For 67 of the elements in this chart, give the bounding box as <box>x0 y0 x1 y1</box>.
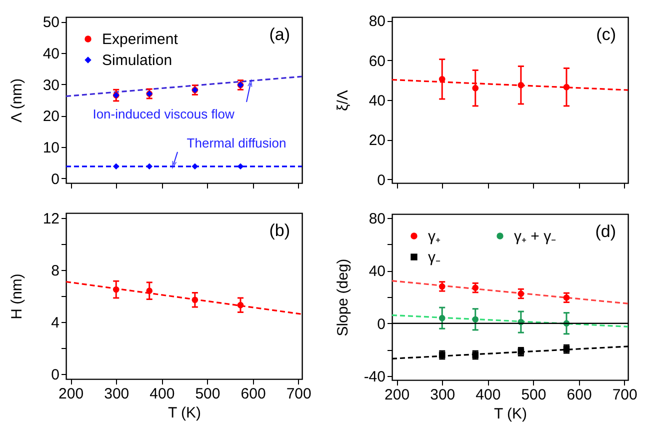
y-tick-label: 40 <box>368 263 386 280</box>
point <box>518 290 524 297</box>
y-tick-label: 20 <box>42 108 60 126</box>
y-tick-label: 0 <box>51 366 60 384</box>
y-tick-label: 4 <box>51 314 60 332</box>
point <box>472 84 479 92</box>
point <box>518 82 524 88</box>
y-tick-label: 12 <box>42 210 60 228</box>
point <box>237 163 244 170</box>
x-axis-title: T (K) <box>494 406 528 422</box>
y-tick-label: 0 <box>377 316 386 333</box>
annotation: Ion-induced viscous flow <box>92 106 235 122</box>
annotation: (b) <box>269 221 290 240</box>
y-tick-label: 8 <box>51 262 60 280</box>
point <box>518 348 524 355</box>
point <box>563 84 570 90</box>
x-tick-label: 200 <box>58 386 84 402</box>
point <box>112 286 120 293</box>
point <box>563 294 570 301</box>
point <box>438 314 446 322</box>
point <box>438 283 446 290</box>
point <box>237 302 244 308</box>
x-tick-label: 300 <box>104 386 130 402</box>
x-tick-label: 200 <box>384 386 410 404</box>
y-axis-title: Slope (deg) <box>334 258 352 336</box>
point <box>472 316 479 323</box>
y-tick-label: 30 <box>42 76 60 94</box>
x-tick-label: 600 <box>240 386 266 402</box>
x-tick-label: 500 <box>521 386 546 404</box>
x-tick-label: 500 <box>195 386 220 402</box>
y-tick-label: 50 <box>42 14 60 32</box>
annotation: (c) <box>596 25 616 44</box>
point <box>438 76 446 82</box>
x-tick-label: 600 <box>566 386 592 404</box>
legend-label: γ₊ <box>428 228 440 245</box>
point <box>192 296 198 304</box>
annotation: (a) <box>269 25 290 44</box>
y-tick-label: 60 <box>368 52 386 70</box>
point <box>112 163 120 170</box>
legend-label: Experiment <box>102 31 179 48</box>
point <box>146 288 153 294</box>
annotation: Thermal diffusion <box>186 136 286 151</box>
y-tick-label: 0 <box>377 172 386 189</box>
point <box>146 163 153 170</box>
y-tick-label: 40 <box>42 46 60 63</box>
y-tick-label: 80 <box>368 13 386 30</box>
y-tick-label: 20 <box>368 132 386 150</box>
legend-label: γ₋ <box>428 249 440 266</box>
y-axis-title: H (nm) <box>8 274 26 320</box>
y-axis-title: ξ/Λ <box>334 90 352 111</box>
y-tick-label: 0 <box>51 170 60 188</box>
y-tick-label: -40 <box>364 368 386 386</box>
y-axis-title: Λ (nm) <box>8 78 26 123</box>
x-tick-label: 700 <box>286 386 312 402</box>
x-tick-label: 300 <box>430 386 456 404</box>
point <box>472 284 479 291</box>
x-tick-label: 400 <box>150 386 175 402</box>
x-tick-label: 700 <box>612 386 638 404</box>
y-tick-label: 80 <box>368 210 386 228</box>
x-tick-label: 400 <box>476 386 501 404</box>
legend-label: Simulation <box>102 52 172 69</box>
y-tick-label: 10 <box>42 139 60 156</box>
legend-label: γ₊ + γ₋ <box>514 228 556 245</box>
x-axis-title: T (K) <box>168 404 202 422</box>
annotation: (d) <box>595 222 616 241</box>
point <box>192 163 198 170</box>
y-tick-label: 40 <box>368 92 386 110</box>
